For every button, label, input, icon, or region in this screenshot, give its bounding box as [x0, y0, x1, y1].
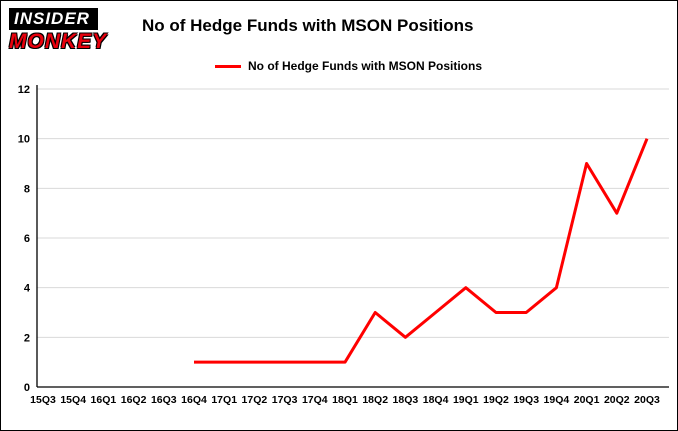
- x-tick-label: 17Q4: [302, 394, 328, 406]
- x-tick-label: 17Q3: [272, 394, 298, 406]
- x-tick-label: 16Q1: [91, 394, 117, 406]
- x-tick-label: 17Q2: [242, 394, 268, 406]
- x-tick-label: 18Q4: [423, 394, 449, 406]
- y-tick-label: 0: [24, 382, 30, 394]
- legend-line-swatch: [215, 64, 241, 68]
- chart-title: No of Hedge Funds with MSON Positions: [142, 16, 474, 35]
- x-tick-label: 18Q3: [393, 394, 419, 406]
- series-line: [194, 138, 649, 364]
- x-tick-label: 18Q2: [362, 394, 388, 406]
- x-tick-label: 19Q2: [483, 394, 509, 406]
- logo-insider-text: INSIDER: [9, 8, 98, 30]
- x-tick-label: 17Q1: [211, 394, 237, 406]
- x-tick-label: 15Q3: [30, 394, 56, 406]
- x-tick-label: 20Q1: [574, 394, 600, 406]
- x-tick-label: 15Q4: [60, 394, 86, 406]
- x-tick-label: 19Q4: [544, 394, 570, 406]
- legend: No of Hedge Funds with MSON Positions: [215, 59, 482, 73]
- y-tick-label: 8: [24, 183, 30, 195]
- y-tick-label: 6: [24, 233, 30, 245]
- y-tick-label: 4: [24, 283, 31, 295]
- y-tick-label: 12: [18, 84, 30, 96]
- x-tick-label: 16Q2: [121, 394, 147, 406]
- x-tick-label: 19Q3: [513, 394, 539, 406]
- insider-monkey-logo: INSIDER MONKEY: [9, 8, 107, 52]
- x-tick-label: 18Q1: [332, 394, 358, 406]
- y-tick-label: 10: [18, 134, 30, 146]
- logo-monkey-text: MONKEY: [9, 30, 108, 53]
- legend-label: No of Hedge Funds with MSON Positions: [248, 59, 482, 73]
- x-tick-label: 20Q2: [604, 394, 630, 406]
- x-tick-label: 19Q1: [453, 394, 479, 406]
- x-tick-label: 16Q4: [181, 394, 207, 406]
- x-tick-label: 20Q3: [634, 394, 660, 406]
- y-tick-label: 2: [24, 332, 30, 344]
- x-tick-label: 16Q3: [151, 394, 177, 406]
